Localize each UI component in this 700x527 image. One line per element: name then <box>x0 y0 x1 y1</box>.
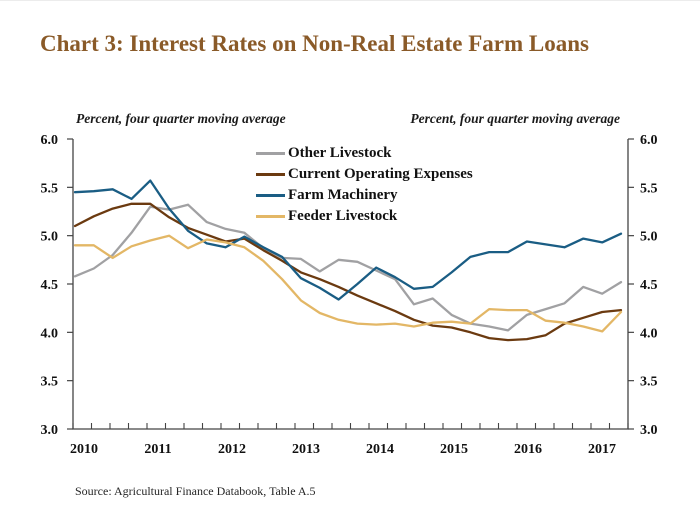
legend-item-feeder-livestock: Feeder Livestock <box>256 206 473 227</box>
legend-label-current-operating-expenses: Current Operating Expenses <box>288 166 473 182</box>
y-tick-label-right: 4.0 <box>640 326 658 341</box>
y-tick-label-left: 3.5 <box>41 375 59 390</box>
series-line-feeder-livestock <box>73 234 623 333</box>
y-tick-label-left: 5.0 <box>41 230 59 245</box>
x-tick-label: 2016 <box>514 442 542 457</box>
x-tick-label: 2017 <box>588 442 616 457</box>
chart-title: Chart 3: Interest Rates on Non-Real Esta… <box>40 31 589 56</box>
y-tick-label-left: 4.5 <box>41 278 59 293</box>
legend-swatch-farm-machinery <box>256 194 285 197</box>
legend-item-current-operating-expenses: Current Operating Expenses <box>256 164 473 185</box>
legend-label-feeder-livestock: Feeder Livestock <box>288 208 398 224</box>
y-tick-label-right: 3.0 <box>640 423 658 438</box>
legend-item-other-livestock: Other Livestock <box>256 143 473 164</box>
y-tick-label-left: 4.0 <box>41 326 59 341</box>
y-tick-label-left: 6.0 <box>41 133 59 148</box>
legend-label-other-livestock: Other Livestock <box>288 145 392 161</box>
chart-legend: Other Livestock Current Operating Expense… <box>256 143 473 227</box>
legend-swatch-current-operating-expenses <box>256 173 285 176</box>
x-tick-label: 2012 <box>218 442 246 457</box>
y-tick-label-right: 3.5 <box>640 375 658 390</box>
source-note: Source: Agricultural Finance Databook, T… <box>75 484 316 498</box>
legend-label-farm-machinery: Farm Machinery <box>288 187 398 203</box>
y-tick-label-right: 6.0 <box>640 133 658 148</box>
x-tick-label: 2013 <box>292 442 320 457</box>
y-tick-label-left: 5.5 <box>41 181 59 196</box>
legend-swatch-feeder-livestock <box>256 215 285 218</box>
y-tick-label-right: 4.5 <box>640 278 658 293</box>
y-tick-label-left: 3.0 <box>41 423 59 438</box>
y-tick-label-right: 5.0 <box>640 230 658 245</box>
series-line-farm-machinery <box>73 179 623 301</box>
axis-note-left: Percent, four quarter moving average <box>76 111 286 126</box>
axis-note-right: Percent, four quarter moving average <box>410 111 620 126</box>
x-tick-label: 2015 <box>440 442 468 457</box>
series-line-other-livestock <box>73 203 623 332</box>
x-tick-label: 2011 <box>144 442 171 457</box>
x-tick-label: 2014 <box>366 442 394 457</box>
y-tick-label-right: 5.5 <box>640 181 658 196</box>
legend-swatch-other-livestock <box>256 152 285 155</box>
legend-item-farm-machinery: Farm Machinery <box>256 185 473 206</box>
x-tick-label: 2010 <box>70 442 98 457</box>
